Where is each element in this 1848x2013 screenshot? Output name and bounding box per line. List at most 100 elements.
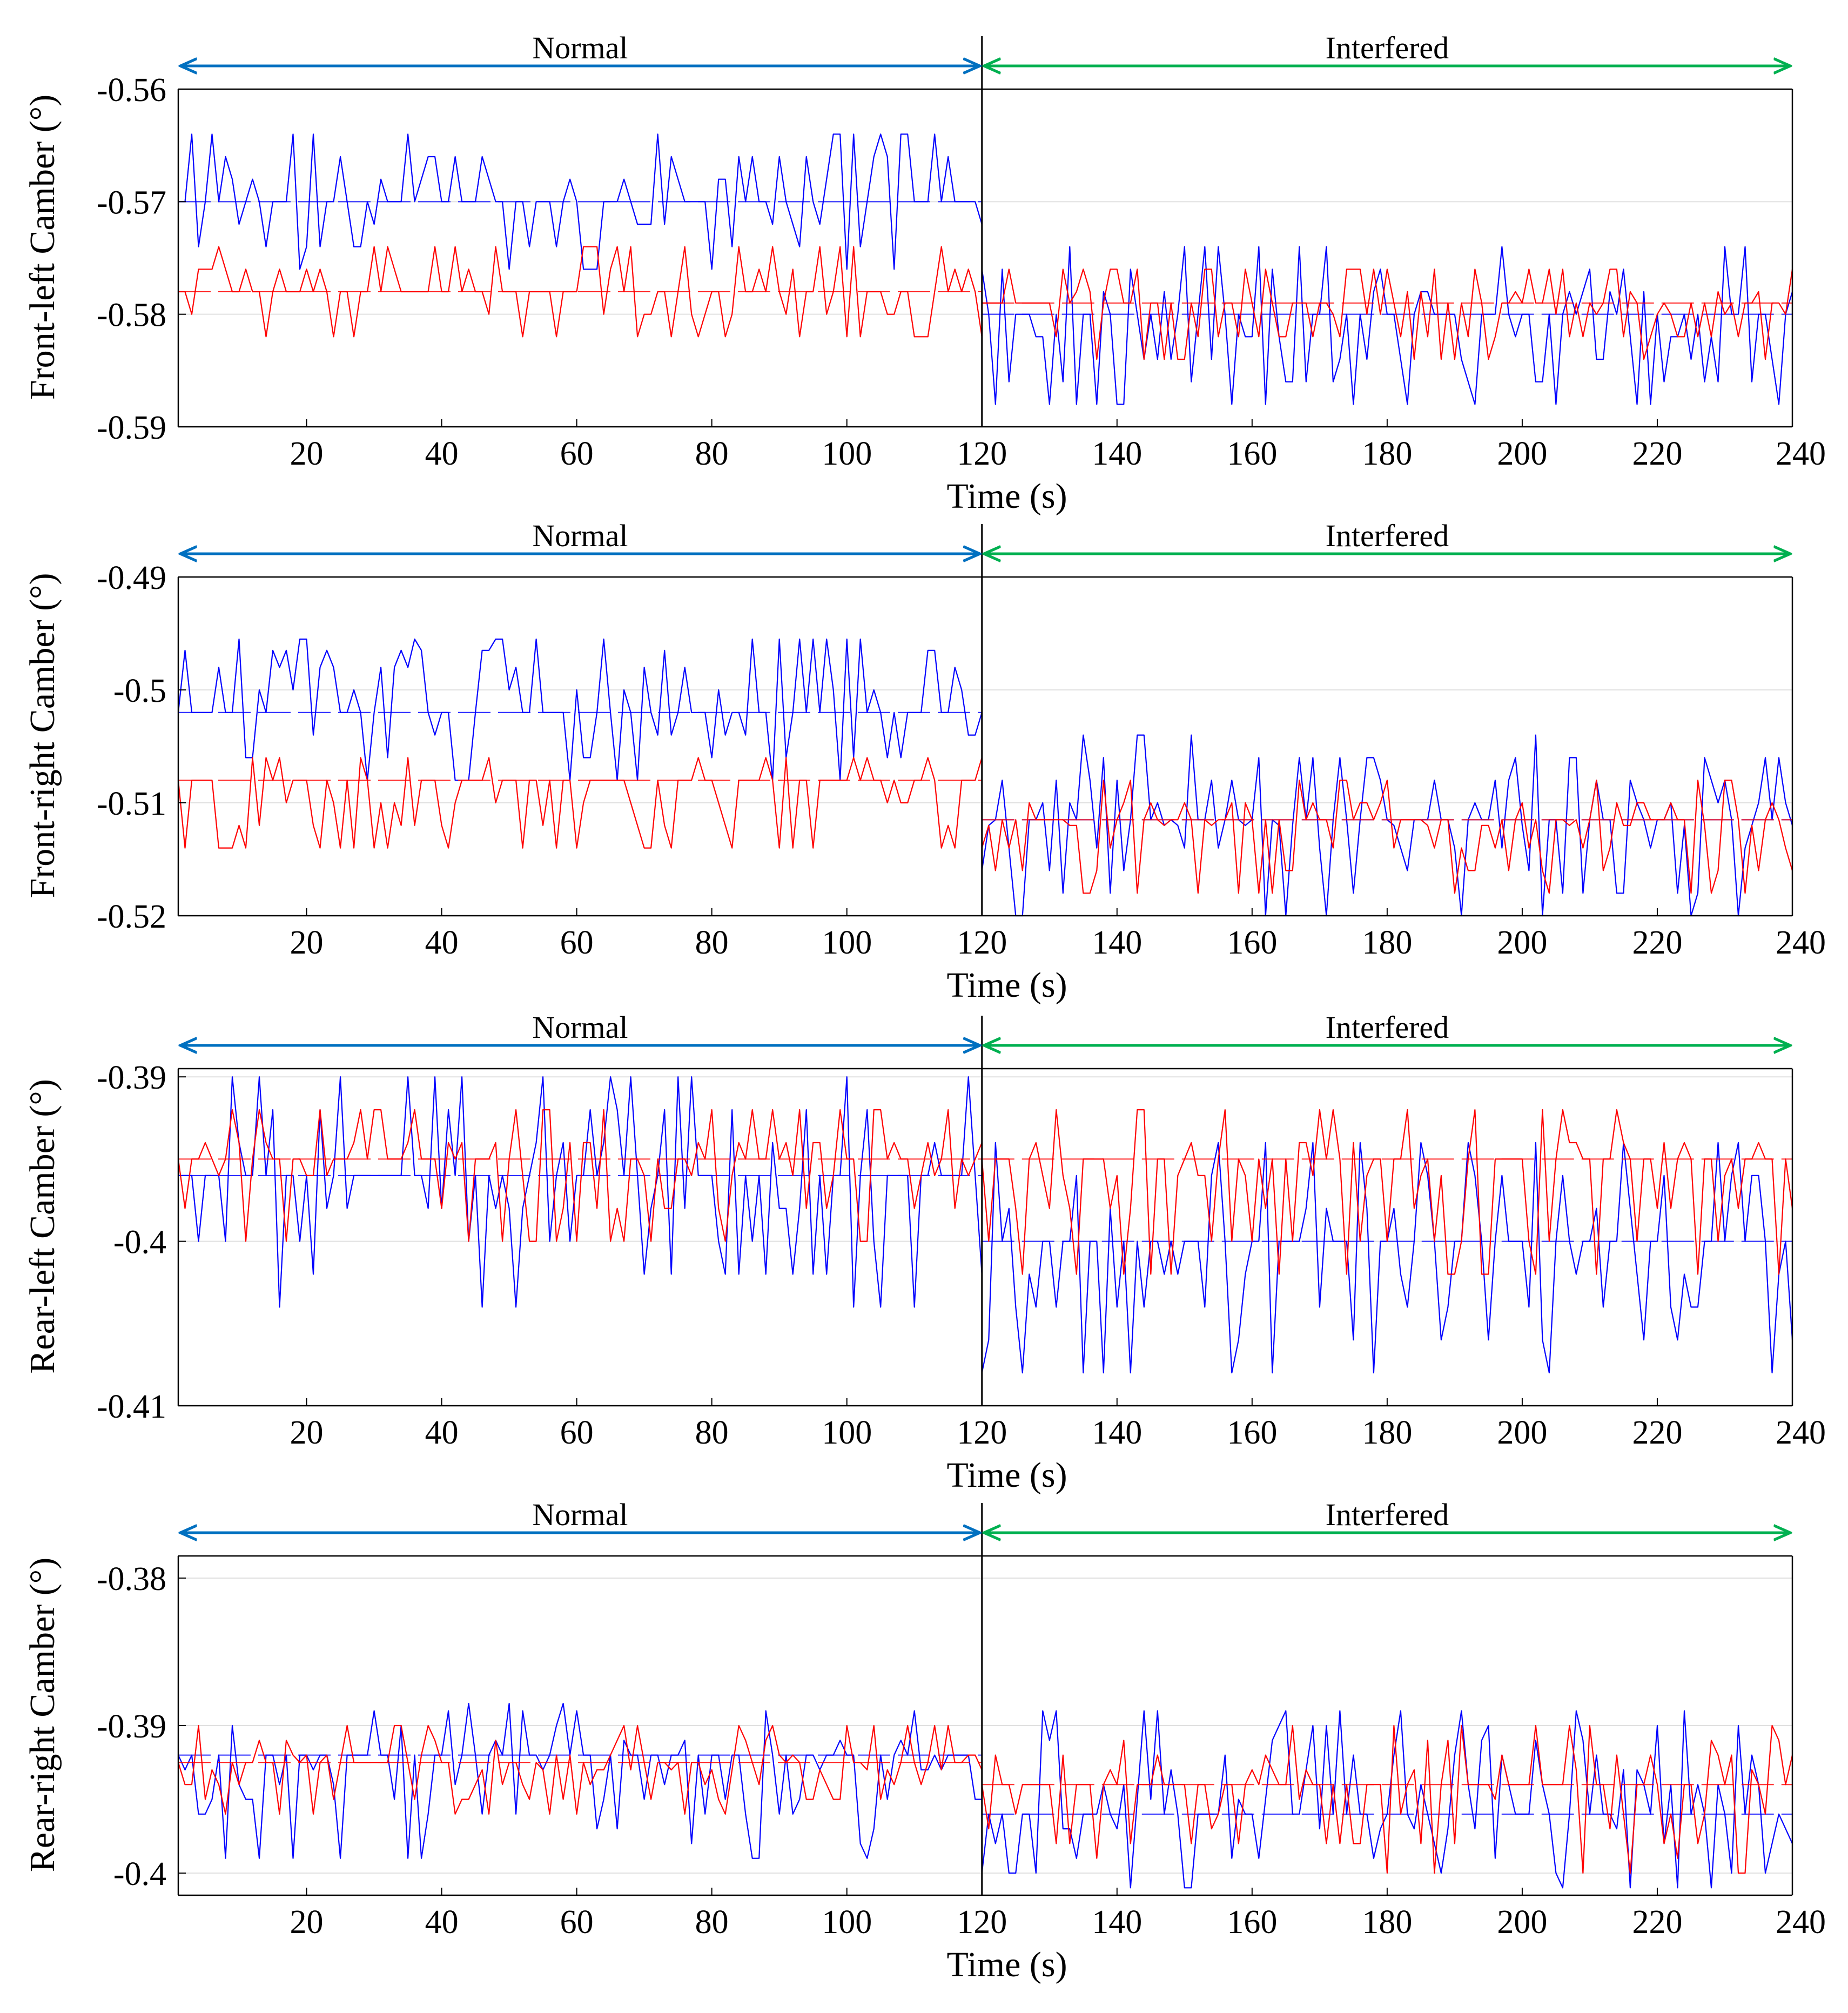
x-tick-label: 180 bbox=[1362, 924, 1412, 961]
panel-2: Normal Interfered -0.49 -0.5 -0.51 -0.52 20 40 6… bbox=[23, 518, 1826, 1005]
x-tick-label: 40 bbox=[425, 435, 459, 472]
x-tick-label: 120 bbox=[957, 1904, 1007, 1941]
x-tick-label: 80 bbox=[695, 924, 729, 961]
x-tick-label: 200 bbox=[1497, 924, 1547, 961]
x-tick-label: 240 bbox=[1776, 435, 1826, 472]
y-axis-title: Rear-left Camber (°) bbox=[23, 1079, 62, 1373]
y-tick-label: -0.39 bbox=[97, 1059, 166, 1096]
phase-label-normal: Normal bbox=[532, 518, 628, 553]
series-red-segment-2 bbox=[981, 1725, 1793, 1874]
x-tick-label: 120 bbox=[957, 1414, 1007, 1451]
series-red-segment-1 bbox=[178, 246, 983, 338]
series-blue-segment-1 bbox=[178, 133, 983, 270]
series-blue bbox=[177, 1702, 1793, 1889]
x-tick-label: 60 bbox=[560, 1414, 594, 1451]
y-tick-label: -0.59 bbox=[97, 410, 166, 446]
x-tick-label: 240 bbox=[1776, 1904, 1826, 1941]
y-tick-label: -0.4 bbox=[113, 1856, 166, 1893]
panel-1: Normal Interfered -0.56 -0.57 -0.58 -0.59 20 40… bbox=[23, 30, 1826, 516]
series-red-segment-2 bbox=[982, 269, 1793, 360]
series-red-segment-2 bbox=[981, 1109, 1793, 1275]
x-tick-label: 40 bbox=[425, 1904, 459, 1941]
x-tick-label: 100 bbox=[822, 435, 872, 472]
phase-label-normal: Normal bbox=[532, 30, 628, 65]
x-tick-label: 180 bbox=[1362, 1904, 1412, 1941]
series-blue-segment-1 bbox=[177, 638, 983, 781]
x-tick-label: 200 bbox=[1497, 1414, 1547, 1451]
y-tick-label: -0.57 bbox=[97, 184, 166, 221]
x-tick-label: 100 bbox=[822, 924, 872, 961]
series-red-segment-1 bbox=[177, 757, 983, 849]
x-tick-label: 120 bbox=[957, 435, 1007, 472]
y-axis-title: Front-left Camber (°) bbox=[23, 95, 62, 400]
x-tick-label: 160 bbox=[1227, 1904, 1277, 1941]
x-tick-label: 20 bbox=[290, 924, 324, 961]
series-blue-segment-1 bbox=[178, 1076, 983, 1308]
x-tick-label: 20 bbox=[290, 1414, 324, 1451]
x-axis-title: Time (s) bbox=[946, 965, 1067, 1005]
x-tick-label: 240 bbox=[1776, 1414, 1826, 1451]
x-tick-label: 240 bbox=[1776, 924, 1826, 961]
series-blue bbox=[177, 638, 1793, 917]
x-tick-label: 140 bbox=[1092, 1414, 1142, 1451]
series-blue-segment-2 bbox=[981, 734, 1793, 917]
y-tick-label: -0.38 bbox=[97, 1561, 166, 1598]
x-tick-label: 180 bbox=[1362, 1414, 1412, 1451]
y-tick-label: -0.58 bbox=[97, 297, 166, 334]
series-blue-segment-2 bbox=[981, 1710, 1793, 1889]
x-tick-label: 80 bbox=[695, 1904, 729, 1941]
x-tick-label: 100 bbox=[822, 1414, 872, 1451]
x-tick-label: 180 bbox=[1362, 435, 1412, 472]
x-tick-label: 140 bbox=[1092, 924, 1142, 961]
x-tick-label: 140 bbox=[1092, 435, 1142, 472]
y-tick-label: -0.52 bbox=[97, 898, 166, 935]
x-axis-title: Time (s) bbox=[946, 1455, 1067, 1495]
x-tick-label: 160 bbox=[1227, 924, 1277, 961]
x-tick-label: 20 bbox=[290, 1904, 324, 1941]
series-blue bbox=[178, 133, 1793, 405]
series-red-segment-2 bbox=[981, 780, 1793, 894]
x-tick-label: 220 bbox=[1632, 924, 1682, 961]
x-axis-title: Time (s) bbox=[946, 1945, 1067, 1984]
series-red bbox=[178, 246, 1793, 360]
phase-label-normal: Normal bbox=[532, 1010, 628, 1045]
y-tick-label: -0.5 bbox=[113, 673, 166, 709]
x-tick-label: 200 bbox=[1497, 435, 1547, 472]
x-tick-label: 160 bbox=[1227, 1414, 1277, 1451]
y-tick-label: -0.51 bbox=[97, 786, 166, 822]
x-tick-label: 200 bbox=[1497, 1904, 1547, 1941]
phase-label-normal: Normal bbox=[532, 1497, 628, 1532]
x-tick-label: 120 bbox=[957, 924, 1007, 961]
series-red bbox=[177, 1109, 1793, 1275]
x-tick-label: 220 bbox=[1632, 1414, 1682, 1451]
x-tick-label: 220 bbox=[1632, 435, 1682, 472]
y-tick-label: -0.39 bbox=[97, 1708, 166, 1745]
x-tick-label: 40 bbox=[425, 924, 459, 961]
y-axis-title: Rear-right Camber (°) bbox=[23, 1558, 62, 1872]
x-tick-label: 160 bbox=[1227, 435, 1277, 472]
series-red-segment-1 bbox=[177, 1109, 983, 1242]
x-tick-label: 20 bbox=[290, 435, 324, 472]
y-tick-label: -0.49 bbox=[97, 560, 166, 596]
series-blue-segment-1 bbox=[177, 1702, 982, 1859]
x-tick-label: 220 bbox=[1632, 1904, 1682, 1941]
panel-3: Normal Interfered -0.39 -0.4 -0.41 20 40 60 80 10… bbox=[23, 1010, 1826, 1495]
x-tick-label: 140 bbox=[1092, 1904, 1142, 1941]
y-tick-label: -0.56 bbox=[97, 72, 166, 109]
x-tick-label: 80 bbox=[695, 1414, 729, 1451]
phase-label-interfered: Interfered bbox=[1326, 518, 1449, 553]
x-tick-label: 60 bbox=[560, 1904, 594, 1941]
y-tick-label: -0.41 bbox=[97, 1388, 166, 1425]
series-blue-segment-2 bbox=[981, 1142, 1793, 1374]
panel-4: Normal Interfered -0.38 -0.39 -0.4 20 40 60 80 10… bbox=[23, 1497, 1826, 1984]
x-tick-label: 100 bbox=[822, 1904, 872, 1941]
series-red bbox=[177, 1725, 1793, 1874]
x-tick-label: 80 bbox=[695, 435, 729, 472]
x-tick-label: 60 bbox=[560, 924, 594, 961]
phase-label-interfered: Interfered bbox=[1326, 1010, 1449, 1045]
phase-label-interfered: Interfered bbox=[1326, 30, 1449, 65]
y-axis-title: Front-right Camber (°) bbox=[23, 573, 62, 898]
x-tick-label: 40 bbox=[425, 1414, 459, 1451]
x-axis-title: Time (s) bbox=[946, 477, 1067, 516]
